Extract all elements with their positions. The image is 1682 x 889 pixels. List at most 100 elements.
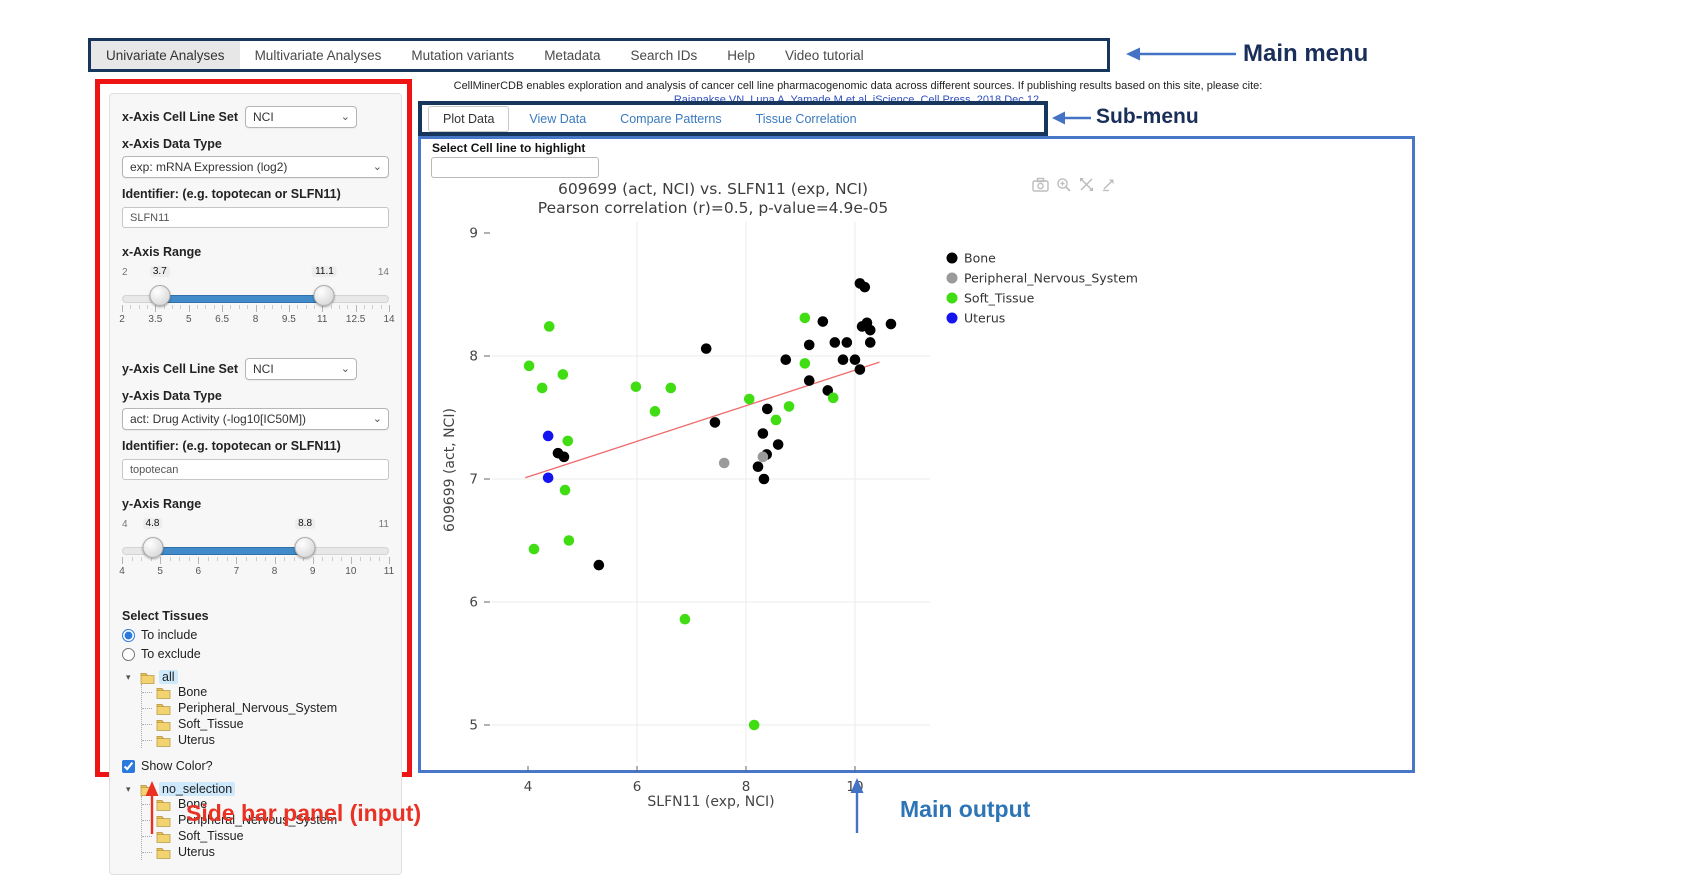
menu-item-univariate-analyses[interactable]: Univariate Analyses	[91, 41, 240, 69]
legend-item-peripheral-nervous-system[interactable]: Peripheral_Nervous_System	[946, 271, 1139, 286]
data-point-soft-tissue[interactable]	[799, 358, 811, 369]
data-point-bone[interactable]	[803, 339, 815, 351]
tissue-tree-item-peripheral-nervous-system[interactable]: Peripheral_Nervous_System	[142, 700, 389, 716]
data-point-uterus[interactable]	[542, 430, 554, 442]
x-axis-cell-line-set-select[interactable]: NCI ⌄	[245, 106, 358, 128]
data-point-bone[interactable]	[761, 403, 773, 415]
y-axis-range-slider[interactable]: 4 11 4.8 8.8 4 5 6 7 8 9 10 11	[119, 518, 394, 579]
data-point-soft-tissue[interactable]	[543, 321, 555, 332]
data-point-soft-tissue[interactable]	[559, 484, 571, 496]
data-point-peripheral-nervous-system[interactable]	[718, 457, 730, 469]
color-tree-root-label[interactable]: no_selection	[159, 782, 236, 796]
x-range-to-handle[interactable]	[313, 285, 335, 306]
data-point-bone[interactable]	[837, 354, 849, 365]
data-point-soft-tissue[interactable]	[748, 719, 760, 731]
menu-item-search-ids[interactable]: Search IDs	[630, 47, 698, 63]
data-point-peripheral-nervous-system[interactable]	[757, 451, 769, 463]
data-point-soft-tissue[interactable]	[679, 613, 691, 625]
show-color-checkbox-row[interactable]: Show Color?	[122, 759, 389, 773]
data-point-soft-tissue[interactable]	[770, 414, 782, 426]
data-point-soft-tissue[interactable]	[665, 382, 677, 394]
menu-item-video-tutorial[interactable]: Video tutorial	[785, 47, 864, 63]
data-point-bone[interactable]	[709, 417, 721, 428]
sub-tab-compare-patterns[interactable]: Compare Patterns	[620, 111, 722, 126]
data-point-soft-tissue[interactable]	[563, 535, 575, 546]
color-tree-item-soft-tissue[interactable]: Soft_Tissue	[142, 828, 389, 844]
data-point-soft-tissue[interactable]	[528, 543, 540, 555]
data-point-bone[interactable]	[558, 451, 570, 463]
data-point-soft-tissue[interactable]	[536, 382, 548, 394]
data-point-bone[interactable]	[757, 428, 769, 439]
color-tree-item-peripheral-nervous-system[interactable]: Peripheral_Nervous_System	[142, 812, 389, 828]
tree-expander-icon[interactable]: ▾	[126, 783, 131, 794]
data-point-soft-tissue[interactable]	[783, 401, 795, 412]
sub-tab-plot-data[interactable]: Plot Data	[428, 105, 510, 132]
include-radio-input[interactable]	[122, 628, 135, 642]
data-point-bone[interactable]	[803, 375, 815, 386]
data-point-soft-tissue[interactable]	[630, 381, 642, 393]
legend-item-bone[interactable]: Bone	[946, 251, 997, 266]
folder-icon	[156, 815, 171, 827]
data-point-bone[interactable]	[864, 337, 876, 348]
y-axis-data-type-select[interactable]: act: Drug Activity (-log10[IC50M]) ⌄	[122, 408, 389, 430]
x-axis-identifier-input[interactable]	[122, 207, 389, 228]
data-point-bone[interactable]	[829, 337, 841, 348]
data-point-bone[interactable]	[752, 461, 764, 473]
zoom-in-icon[interactable]	[1056, 177, 1072, 192]
tissue-tree-item-bone[interactable]: Bone	[142, 684, 389, 700]
tissue-tree-item-uterus[interactable]: Uterus	[142, 732, 389, 748]
data-point-bone[interactable]	[849, 354, 861, 365]
menu-item-multivariate-analyses[interactable]: Multivariate Analyses	[254, 47, 382, 63]
data-point-bone[interactable]	[593, 559, 605, 571]
data-point-bone[interactable]	[859, 281, 871, 293]
color-tree-item-bone[interactable]: Bone	[142, 796, 389, 812]
show-color-checkbox[interactable]	[122, 759, 135, 773]
data-point-soft-tissue[interactable]	[523, 360, 535, 372]
sub-tab-view-data[interactable]: View Data	[529, 111, 587, 126]
data-point-bone[interactable]	[864, 324, 876, 336]
data-point-soft-tissue[interactable]	[827, 392, 839, 404]
exclude-radio-input[interactable]	[122, 647, 135, 661]
tissue-tree-root-label[interactable]: all	[159, 670, 178, 684]
data-point-uterus[interactable]	[542, 472, 554, 484]
data-point-bone[interactable]	[885, 318, 897, 330]
data-point-bone[interactable]	[854, 364, 866, 375]
data-point-soft-tissue[interactable]	[799, 312, 811, 324]
tree-expander-icon[interactable]: ▾	[126, 671, 131, 682]
data-point-bone[interactable]	[758, 473, 770, 485]
y-range-selected-bar	[152, 547, 306, 555]
x-range-from-handle[interactable]	[149, 285, 171, 306]
data-point-soft-tissue[interactable]	[743, 393, 755, 405]
legend-item-soft-tissue[interactable]: Soft_Tissue	[946, 291, 1035, 306]
menu-item-metadata[interactable]: Metadata	[544, 47, 601, 63]
menu-item-help[interactable]: Help	[727, 47, 756, 63]
data-point-bone[interactable]	[772, 439, 784, 450]
tissues-include-radio[interactable]: To include	[122, 628, 389, 642]
data-point-bone[interactable]	[700, 343, 712, 354]
highlight-cell-line-input[interactable]	[431, 157, 599, 178]
y-range-from-handle[interactable]	[142, 537, 163, 558]
data-point-bone[interactable]	[780, 354, 792, 365]
reset-axes-icon[interactable]	[1101, 177, 1116, 192]
color-tree-root[interactable]: ▾ no_selection	[126, 782, 389, 796]
y-range-to-handle[interactable]	[294, 537, 316, 558]
x-axis-data-type-select[interactable]: exp: mRNA Expression (log2) ⌄	[122, 156, 389, 178]
menu-item-mutation-variants[interactable]: Mutation variants	[411, 47, 515, 63]
legend-item-uterus[interactable]: Uterus	[946, 311, 1006, 326]
tissue-tree-item-soft-tissue[interactable]: Soft_Tissue	[142, 716, 389, 732]
tissues-exclude-radio[interactable]: To exclude	[122, 647, 389, 661]
data-point-bone[interactable]	[817, 316, 829, 327]
x-axis-range-slider[interactable]: 2 14 3.7 11.1 2 3.5 5 6.5 8 9.5 11 12.5 14	[119, 266, 395, 327]
y-axis-cell-line-set-select[interactable]: NCI ⌄	[245, 358, 358, 380]
tissue-tree-root[interactable]: ▾ all	[126, 670, 389, 684]
data-point-bone[interactable]	[822, 385, 834, 396]
camera-icon[interactable]	[1032, 177, 1049, 192]
color-tree-item-uterus[interactable]: Uterus	[142, 844, 389, 860]
data-point-bone[interactable]	[841, 337, 853, 348]
data-point-soft-tissue[interactable]	[649, 406, 661, 417]
data-point-soft-tissue[interactable]	[562, 435, 574, 447]
pan-arrows-icon[interactable]	[1079, 177, 1094, 192]
y-axis-identifier-input[interactable]	[122, 459, 389, 480]
sub-tab-tissue-correlation[interactable]: Tissue Correlation	[755, 111, 857, 126]
data-point-soft-tissue[interactable]	[557, 369, 569, 380]
